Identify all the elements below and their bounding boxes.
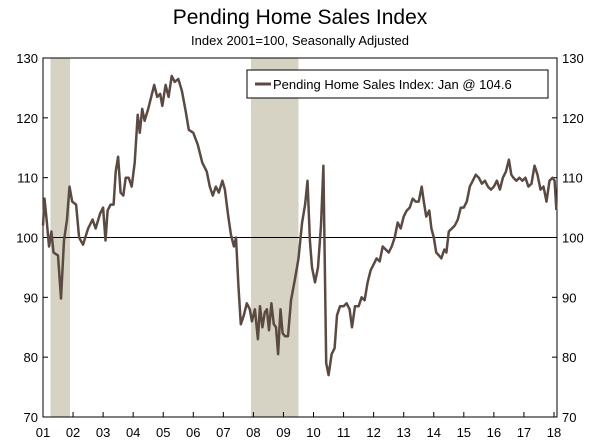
legend: Pending Home Sales Index: Jan @ 104.6 <box>246 69 549 99</box>
y-tick-label-left: 110 <box>17 171 38 186</box>
y-tick-label-left: 80 <box>24 350 38 365</box>
x-tick-label: 10 <box>306 425 320 440</box>
y-tick-label-left: 90 <box>24 290 38 305</box>
x-tick-label: 16 <box>487 425 501 440</box>
chart-subtitle: Index 2001=100, Seasonally Adjusted <box>191 33 409 48</box>
y-tick-label-right: 80 <box>562 350 576 365</box>
y-tick-label-right: 110 <box>562 171 583 186</box>
x-tick-label: 07 <box>216 425 230 440</box>
y-tick-label-right: 130 <box>562 51 584 66</box>
y-tick-label-right: 100 <box>562 231 584 246</box>
x-axis: 01 02 03 04 05 06 07 08 09 10 11 12 13 14 15 16 17 18 <box>36 412 561 440</box>
x-tick-label: 15 <box>457 425 471 440</box>
legend-box <box>246 69 549 99</box>
y-tick-label-left: 130 <box>16 51 38 66</box>
series-group <box>41 74 558 377</box>
y-tick-label-right: 90 <box>562 290 576 305</box>
y-tick-label-right: 70 <box>562 410 576 425</box>
x-tick-label: 04 <box>126 425 140 440</box>
series-line-1 <box>41 74 558 377</box>
x-tick-label: 11 <box>337 425 351 440</box>
y-axis-right: 70 80 90 100 110 120 130 <box>552 51 584 425</box>
x-tick-label: 03 <box>96 425 110 440</box>
x-tick-label: 12 <box>366 425 380 440</box>
x-tick-label: 09 <box>276 425 290 440</box>
x-tick-label: 01 <box>36 425 50 440</box>
x-tick-label: 18 <box>547 425 561 440</box>
legend-label: Pending Home Sales Index: Jan @ 104.6 <box>273 77 512 92</box>
y-axis-left: 70 80 90 100 110 120 130 <box>16 51 48 425</box>
x-tick-label: 08 <box>246 425 260 440</box>
x-tick-label: 13 <box>396 425 410 440</box>
chart-title: Pending Home Sales Index <box>172 6 428 29</box>
x-tick-label: 14 <box>427 425 441 440</box>
x-tick-label: 02 <box>66 425 80 440</box>
y-tick-label-left: 70 <box>24 410 38 425</box>
y-tick-label-left: 120 <box>16 111 38 126</box>
x-tick-label: 05 <box>156 425 170 440</box>
x-tick-label: 17 <box>517 425 531 440</box>
x-tick-label: 06 <box>186 425 200 440</box>
y-tick-label-left: 100 <box>16 231 38 246</box>
y-tick-label-right: 120 <box>562 111 584 126</box>
